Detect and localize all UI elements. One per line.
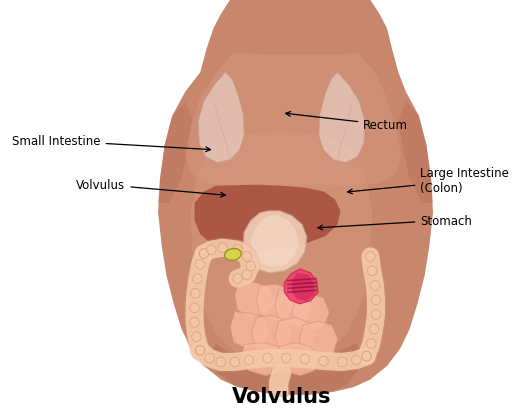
Circle shape	[199, 249, 209, 258]
Circle shape	[196, 260, 205, 269]
Text: Volvulus: Volvulus	[232, 386, 331, 406]
Polygon shape	[257, 285, 296, 321]
Circle shape	[191, 289, 200, 298]
Circle shape	[192, 332, 201, 342]
Circle shape	[196, 346, 205, 355]
Circle shape	[193, 274, 202, 284]
Circle shape	[338, 357, 347, 367]
Ellipse shape	[225, 249, 241, 261]
Circle shape	[230, 357, 240, 367]
Polygon shape	[241, 343, 286, 375]
Polygon shape	[185, 54, 401, 187]
Circle shape	[196, 346, 205, 355]
Circle shape	[366, 252, 375, 262]
Circle shape	[372, 295, 381, 305]
Circle shape	[263, 353, 272, 363]
Polygon shape	[275, 318, 314, 356]
Text: Small Intestine: Small Intestine	[12, 135, 210, 152]
Circle shape	[367, 339, 376, 348]
Circle shape	[242, 270, 252, 280]
Circle shape	[205, 353, 214, 363]
Circle shape	[367, 266, 377, 276]
Text: Volvulus: Volvulus	[76, 178, 225, 198]
Text: Rectum: Rectum	[286, 112, 408, 132]
Circle shape	[233, 274, 242, 284]
Polygon shape	[292, 294, 329, 331]
Polygon shape	[235, 281, 275, 318]
Polygon shape	[191, 132, 372, 366]
Polygon shape	[319, 73, 365, 163]
Circle shape	[281, 353, 291, 363]
Circle shape	[207, 245, 216, 255]
Circle shape	[369, 324, 379, 334]
Circle shape	[319, 356, 328, 366]
Text: Large Intestine
(Colon): Large Intestine (Colon)	[348, 167, 509, 195]
Circle shape	[372, 310, 381, 319]
Polygon shape	[277, 343, 318, 375]
Circle shape	[242, 252, 252, 262]
Circle shape	[351, 355, 361, 365]
Circle shape	[244, 355, 253, 365]
Circle shape	[362, 351, 372, 361]
Circle shape	[199, 249, 209, 258]
Polygon shape	[207, 344, 366, 394]
Circle shape	[246, 262, 255, 271]
Circle shape	[233, 245, 242, 255]
Polygon shape	[243, 211, 307, 273]
Circle shape	[190, 303, 199, 313]
Circle shape	[216, 357, 225, 367]
Polygon shape	[299, 321, 338, 359]
Polygon shape	[292, 273, 314, 301]
Text: Stomach: Stomach	[318, 214, 472, 230]
Circle shape	[362, 351, 372, 361]
Polygon shape	[284, 269, 318, 304]
Polygon shape	[158, 1, 433, 395]
Polygon shape	[252, 316, 292, 354]
Polygon shape	[158, 102, 193, 204]
Polygon shape	[399, 102, 433, 204]
Circle shape	[218, 243, 227, 253]
Polygon shape	[251, 215, 299, 267]
Circle shape	[370, 281, 379, 290]
Polygon shape	[198, 73, 244, 163]
Polygon shape	[230, 312, 269, 348]
Polygon shape	[275, 289, 312, 325]
Circle shape	[190, 318, 199, 327]
Circle shape	[300, 354, 310, 364]
Polygon shape	[230, 1, 333, 56]
Polygon shape	[195, 185, 340, 252]
